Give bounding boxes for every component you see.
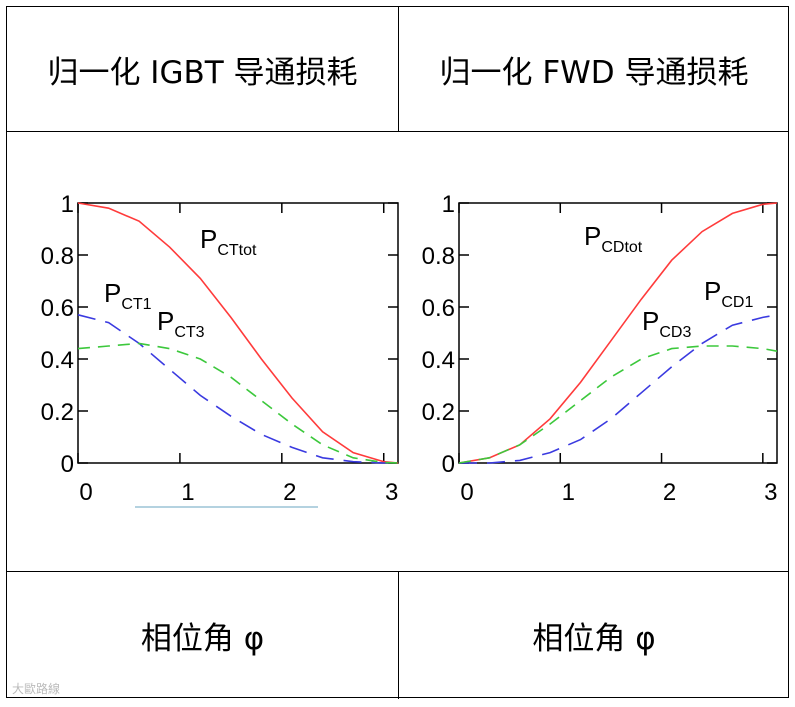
y-tick-label: 0.4: [41, 347, 74, 374]
fwd-loss-chart: 0 0.2 0.4 0.6 0.8 1 0 1 2 3 PCDtot PCD1 PCD3: [422, 191, 778, 506]
y-tick-label: 0.2: [41, 399, 74, 426]
plot-frame: [77, 202, 399, 464]
series-line-p-cd3: [458, 345, 778, 464]
series-line-p-cdtot: [458, 202, 778, 464]
x-tick-label: 1: [562, 479, 575, 506]
footer-phase-angle-right: 相位角 φ: [532, 620, 656, 657]
x-tick-label: 0: [460, 479, 473, 506]
series-label-p-cdtot: PCDtot: [584, 221, 643, 256]
table-divider-bottom: [7, 571, 788, 572]
series-label-p-ct1: PCT1: [104, 278, 152, 313]
series-label-p-cd1: PCD1: [704, 276, 753, 311]
y-tick-label: 0.8: [422, 243, 455, 270]
y-tick-label: 0.2: [422, 399, 455, 426]
watermark: 大歐路線: [12, 682, 61, 696]
x-tick-label: 1: [181, 479, 194, 506]
x-tick-label: 2: [663, 479, 676, 506]
header-fwd-loss: 归一化 FWD 导通损耗: [439, 54, 749, 91]
y-tick-label: 0.6: [422, 295, 455, 322]
table-divider-footer: [398, 571, 399, 699]
table-divider-header: [398, 7, 399, 131]
table-divider-top: [7, 131, 788, 132]
series-line-p-ct1: [77, 314, 398, 464]
y-tick-label: 0: [61, 451, 74, 478]
y-tick-label: 0: [442, 451, 455, 478]
x-tick-label: 2: [283, 479, 296, 506]
series-label-p-cd3: PCD3: [642, 306, 691, 341]
comparison-table: 归一化 IGBT 导通损耗 归一化 FWD 导通损耗 相位角 φ 相位角 φ: [6, 6, 789, 699]
series-label-p-ct3: PCT3: [157, 306, 205, 341]
y-tick-label: 1: [442, 191, 455, 218]
y-tick-label: 0.8: [41, 243, 74, 270]
x-tick-label: 0: [79, 479, 92, 506]
series-line-p-cd1: [459, 314, 778, 464]
x-tick-label: 3: [385, 479, 398, 506]
y-tick-label: 1: [61, 191, 74, 218]
series-line-p-cttot: [77, 202, 399, 464]
x-tick-label: 3: [764, 479, 777, 506]
header-igbt-loss: 归一化 IGBT 导通损耗: [47, 54, 358, 91]
series-line-p-ct3: [77, 342, 399, 464]
y-tick-label: 0.6: [41, 295, 74, 322]
footer-phase-angle-left: 相位角 φ: [140, 620, 265, 657]
y-tick-label: 0.4: [422, 347, 455, 374]
plot-frame: [458, 202, 778, 464]
series-label-p-cttot: PCTtot: [200, 224, 257, 259]
